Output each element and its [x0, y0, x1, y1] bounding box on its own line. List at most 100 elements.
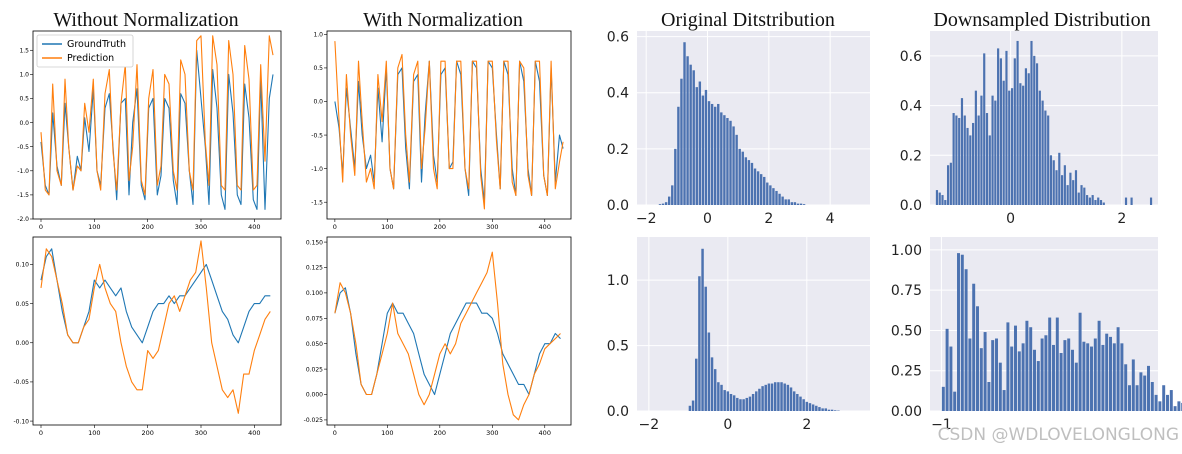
histogram-bar — [991, 340, 995, 411]
histogram-bar — [1014, 325, 1017, 411]
histogram-bar — [1094, 200, 1097, 205]
histogram-bar — [686, 56, 689, 206]
y-tick-label: -1.0 — [311, 166, 323, 173]
y-tick-label: 0.00 — [891, 404, 922, 420]
y-tick-label: 1.5 — [19, 47, 29, 54]
histogram-bar — [979, 348, 983, 411]
histogram-bar — [748, 396, 752, 411]
title-original-distribution: Original Ditstribution — [661, 9, 835, 31]
y-tick-label: -2.0 — [17, 216, 29, 223]
histogram-bar — [698, 81, 702, 205]
y-tick-label: 1.0 — [607, 273, 629, 289]
histogram-bar — [683, 42, 686, 206]
histogram-bar — [773, 382, 777, 411]
histogram-bar — [691, 400, 695, 411]
histogram-bar — [985, 113, 989, 205]
histogram-bar — [789, 387, 793, 411]
histogram-bar — [1013, 58, 1016, 205]
histogram-bar — [1082, 341, 1086, 411]
histogram-bar — [994, 100, 997, 205]
histogram-bar — [796, 203, 800, 205]
y-tick-label: -0.5 — [17, 144, 29, 151]
x-tick-label: 0 — [703, 211, 712, 227]
histogram-bar — [664, 202, 668, 205]
histogram-bar — [1063, 340, 1067, 411]
histogram-bar — [1135, 385, 1139, 411]
x-tick-label: 2 — [802, 417, 811, 433]
histogram-bar — [671, 185, 674, 205]
histogram-bar — [1041, 100, 1044, 205]
histogram-bar — [1040, 338, 1044, 411]
histogram-bar — [964, 269, 968, 411]
histogram-bar — [1052, 344, 1055, 411]
histogram-bar — [1166, 394, 1169, 411]
x-tick-label: 4 — [826, 211, 835, 227]
histogram-bar — [1074, 170, 1078, 205]
histogram-bar — [1080, 185, 1083, 205]
y-tick-label: 0.0 — [313, 99, 323, 106]
histogram-bar — [997, 48, 1000, 206]
histogram-bar — [1147, 365, 1150, 411]
histogram-bar — [732, 395, 736, 411]
histogram-bar — [764, 384, 767, 411]
histogram-bar — [998, 362, 1002, 411]
title-with-normalization: With Normalization — [363, 9, 523, 31]
histogram-bar — [983, 332, 987, 411]
histogram-bar — [1109, 336, 1112, 411]
histogram-bar — [695, 358, 698, 411]
y-tick-label: 0.00 — [16, 340, 30, 347]
x-tick-label: 0 — [333, 429, 337, 437]
histogram-bar — [1006, 322, 1010, 411]
y-tick-label: 0.5 — [607, 339, 629, 355]
histogram-bar — [1069, 172, 1072, 205]
histogram-bar — [1005, 50, 1008, 206]
histogram-bar — [941, 386, 945, 411]
y-tick-label: -0.5 — [311, 132, 323, 139]
histogram-bar — [732, 126, 735, 205]
histogram-bar — [677, 106, 680, 205]
y-tick-label: 0.6 — [607, 30, 629, 46]
plot-background — [637, 237, 870, 411]
x-tick-label: 300 — [195, 223, 207, 231]
histogram-bar — [1143, 375, 1147, 411]
histogram-bar — [710, 103, 714, 205]
histogram-bar — [1010, 88, 1014, 205]
histogram-bar — [713, 106, 717, 205]
x-tick-label: 400 — [248, 429, 260, 437]
histogram-bar — [815, 405, 818, 411]
histogram-bar — [751, 393, 755, 411]
chart-bot-mid: 0 100 200 300 400 -0.025 0.000 0.025 0.050 0.075 0… — [304, 236, 572, 437]
histogram-bar — [1097, 197, 1100, 205]
histogram-bar — [960, 254, 964, 411]
y-tick-label: 0.0 — [900, 198, 922, 214]
histogram-bar — [778, 193, 781, 205]
histogram-bar — [713, 369, 717, 411]
histogram-bar — [770, 383, 774, 411]
histogram-bar — [1088, 197, 1091, 205]
histogram-bar — [960, 98, 964, 205]
histogram-bar — [949, 346, 953, 411]
y-tick-label: 0.05 — [16, 301, 30, 308]
histogram-bar — [1033, 55, 1036, 205]
histogram-bar — [1044, 110, 1047, 205]
histogram-bar — [1049, 155, 1053, 205]
y-tick-label: 0.0 — [19, 120, 29, 127]
legend-label-prediction: Prediction — [67, 53, 114, 64]
histogram-bar — [935, 190, 939, 205]
histogram-bar — [802, 399, 805, 411]
histogram-bar — [1035, 63, 1039, 205]
histogram-bar — [739, 399, 742, 411]
x-tick-label: 0 — [39, 223, 43, 231]
histogram-bar — [707, 101, 711, 205]
histogram-bar — [747, 160, 751, 205]
histogram-bar — [775, 190, 778, 205]
y-tick-label: 1.0 — [313, 32, 323, 39]
histogram-bar — [1074, 362, 1078, 411]
histogram-bar — [767, 383, 771, 411]
histogram-bar — [1173, 406, 1177, 411]
x-tick-label: 100 — [88, 223, 100, 231]
histogram-bar — [1105, 333, 1109, 411]
x-tick-label: 0 — [333, 223, 337, 231]
histogram-bar — [780, 382, 783, 411]
